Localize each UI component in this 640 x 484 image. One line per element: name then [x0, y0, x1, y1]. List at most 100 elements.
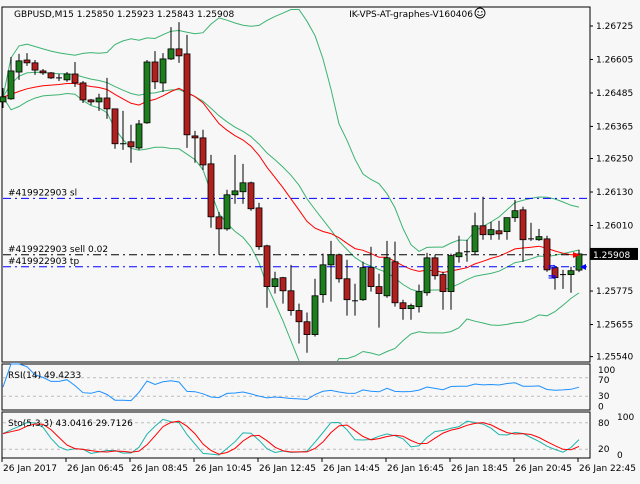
candle[interactable] [439, 271, 447, 310]
candle[interactable] [271, 271, 279, 294]
candle-body-bear [399, 302, 407, 310]
sell-entry-arrow-icon [573, 252, 580, 258]
main-price-pane[interactable]: #419922903 sl #419922903 sell 0.02 #419922… [0, 6, 591, 383]
candle[interactable] [503, 217, 511, 240]
candle[interactable] [415, 284, 423, 313]
candle-body-bear [151, 61, 159, 83]
candle[interactable] [399, 299, 407, 320]
candle[interactable] [247, 181, 255, 211]
candle[interactable] [528, 222, 534, 241]
candle[interactable] [391, 241, 399, 307]
candle-body-bear [39, 70, 47, 74]
candle[interactable] [495, 220, 503, 240]
candle[interactable] [367, 246, 375, 292]
candle[interactable] [127, 124, 135, 163]
candle[interactable] [63, 72, 71, 82]
time-axis-label: 26 Jan 10:45 [195, 464, 252, 474]
candle-body-bear [175, 48, 183, 57]
candle[interactable] [423, 252, 431, 296]
candle[interactable] [447, 253, 455, 310]
candle[interactable] [335, 253, 343, 283]
smiley-icon[interactable] [474, 7, 486, 19]
candle[interactable] [431, 254, 439, 280]
candle[interactable] [464, 239, 470, 262]
candle[interactable] [151, 51, 159, 90]
candle[interactable] [199, 129, 207, 170]
candle[interactable] [215, 211, 223, 255]
candle[interactable] [560, 269, 566, 289]
candle[interactable] [23, 53, 31, 66]
candle[interactable] [295, 303, 303, 344]
candle[interactable] [87, 98, 95, 105]
candle[interactable] [111, 108, 119, 149]
candle[interactable] [167, 27, 175, 61]
candle[interactable] [135, 120, 143, 150]
candle[interactable] [303, 312, 311, 353]
candle-body-bull [447, 255, 455, 293]
stochastic-level-label: 80 [598, 419, 610, 429]
stochastic-pane[interactable] [1, 411, 591, 459]
rsi-pane[interactable] [1, 363, 591, 411]
candle[interactable] [47, 72, 55, 80]
candle[interactable] [191, 130, 199, 163]
candle[interactable] [359, 261, 367, 301]
candle-body-bull [575, 253, 583, 271]
candle[interactable] [0, 87, 7, 109]
candle[interactable] [375, 273, 383, 328]
candle[interactable] [519, 206, 527, 262]
candle[interactable] [471, 212, 479, 255]
candle[interactable] [352, 283, 358, 316]
candle[interactable] [287, 264, 295, 316]
candle[interactable] [15, 53, 23, 80]
current-price-box [590, 247, 638, 260]
candle-body-bull [311, 295, 319, 335]
candle[interactable] [511, 199, 519, 222]
candle[interactable] [56, 73, 62, 81]
candle[interactable] [383, 240, 391, 298]
candle[interactable] [479, 196, 487, 240]
candle[interactable] [407, 303, 415, 320]
candle[interactable] [455, 235, 463, 263]
candle[interactable] [79, 80, 87, 104]
candle[interactable] [319, 253, 327, 303]
candle[interactable] [327, 240, 335, 302]
candle-body-bear [191, 135, 199, 139]
candle[interactable] [95, 93, 103, 111]
candle[interactable] [311, 278, 319, 337]
candle[interactable] [231, 154, 239, 204]
candle[interactable] [575, 249, 583, 273]
candle[interactable] [7, 56, 15, 100]
price-axis-label: 1.25775 [596, 287, 633, 297]
candle-body-bear [287, 290, 295, 311]
candle[interactable] [183, 34, 191, 148]
candle-body-bear [431, 257, 439, 277]
candle[interactable] [39, 68, 47, 75]
candle[interactable] [567, 266, 575, 293]
candle[interactable] [279, 276, 287, 304]
candle-body-bear [263, 245, 271, 287]
candle[interactable] [263, 244, 271, 308]
candle[interactable] [543, 235, 551, 272]
price-axis-label: 1.26725 [596, 22, 633, 32]
candle[interactable] [487, 221, 495, 240]
candle[interactable] [255, 202, 263, 250]
candle[interactable] [159, 53, 167, 92]
candle-body-bear [23, 59, 31, 64]
stochastic-pane-frame [1, 411, 591, 459]
candle[interactable] [551, 266, 559, 290]
candle[interactable] [120, 110, 126, 150]
candle-body-bear [439, 274, 447, 293]
candle[interactable] [239, 163, 247, 204]
candle[interactable] [535, 228, 543, 241]
candle[interactable] [223, 189, 231, 231]
candle[interactable] [31, 60, 39, 75]
candle[interactable] [207, 154, 215, 228]
candle-body-bear [543, 238, 551, 271]
candle[interactable] [175, 22, 183, 63]
candle[interactable] [143, 60, 151, 124]
candle[interactable] [71, 61, 79, 87]
candle[interactable] [343, 259, 351, 316]
candle[interactable] [103, 77, 111, 119]
